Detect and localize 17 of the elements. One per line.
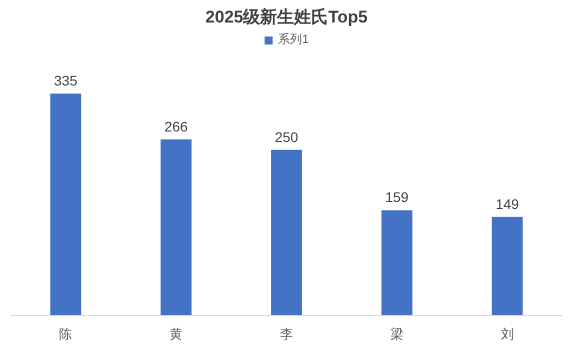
x-tick-label: 李: [280, 326, 293, 342]
data-label: 266: [164, 118, 188, 134]
bar: [271, 150, 302, 316]
data-label: 149: [496, 196, 520, 212]
data-label: 335: [54, 72, 78, 89]
bar: [160, 139, 192, 316]
data-label: 159: [385, 189, 409, 206]
bar: [492, 216, 523, 316]
x-tick-label: 陈: [59, 326, 72, 342]
chart-title: 2025级新生姓氏Top5: [205, 8, 368, 26]
x-tick-label: 梁: [390, 326, 404, 342]
x-tick-label: 黄: [170, 326, 183, 342]
bar: [50, 94, 82, 316]
bar: [381, 210, 412, 316]
x-tick-label: 刘: [500, 326, 514, 342]
data-label: 250: [274, 128, 298, 145]
legend-label: 系列1: [278, 31, 309, 48]
